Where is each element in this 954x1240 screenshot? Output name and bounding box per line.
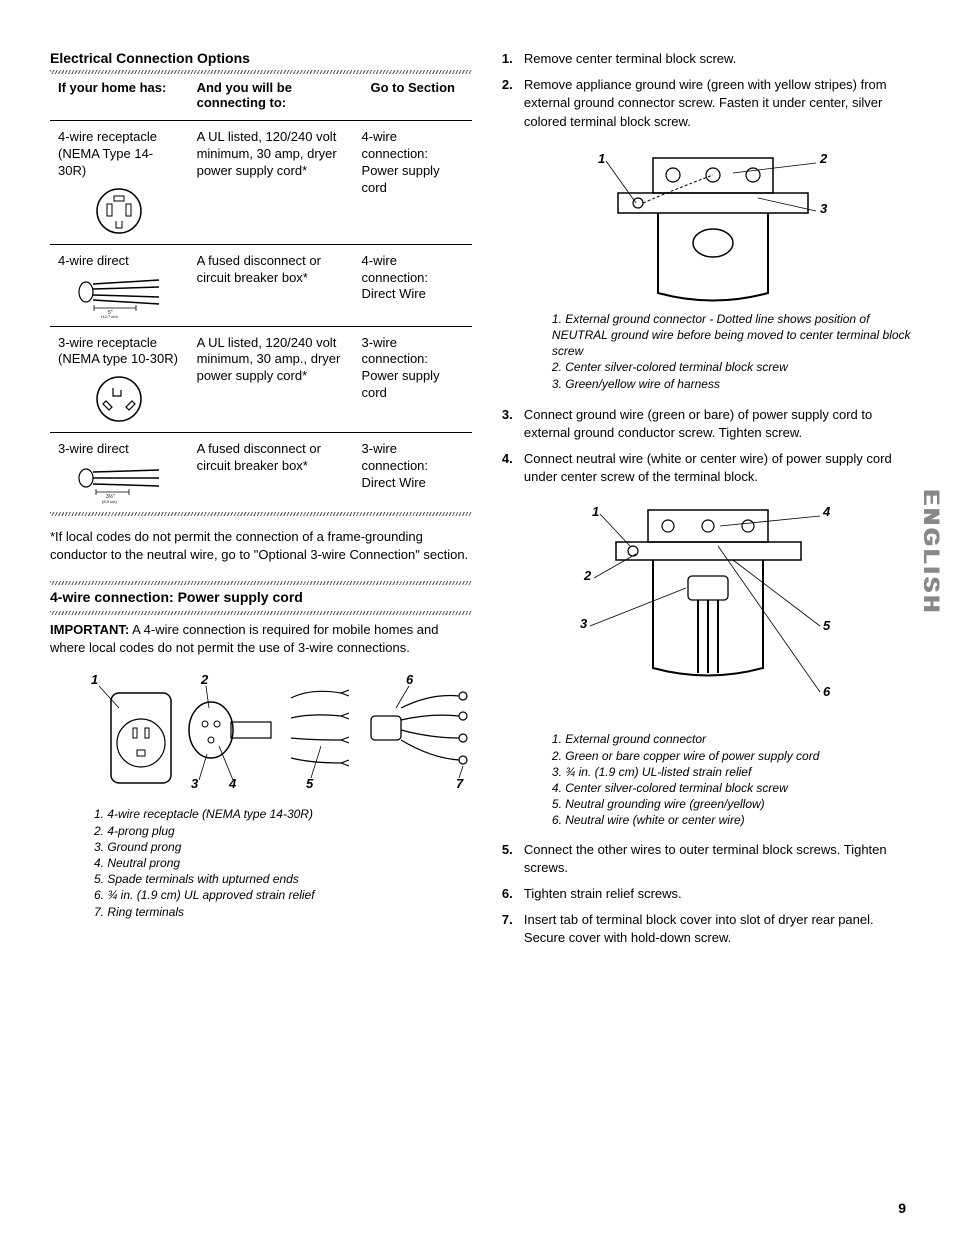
- figure-caption-list: 1. 4-wire receptacle (NEMA type 14-30R) …: [94, 806, 472, 919]
- caption-item: 1. External ground connector: [552, 731, 914, 747]
- section-title: Electrical Connection Options: [50, 50, 472, 66]
- right-column: 1.Remove center terminal block screw. 2.…: [502, 50, 914, 956]
- caption-item: 3. Ground prong: [94, 839, 472, 855]
- step-item: 4.Connect neutral wire (white or center …: [502, 450, 914, 486]
- caption-item: 7. Ring terminals: [94, 904, 472, 920]
- important-paragraph: IMPORTANT: A 4-wire connection is requir…: [50, 621, 472, 656]
- step-list-b: 3.Connect ground wire (green or bare) of…: [502, 406, 914, 487]
- caption-item: 3. Green/yellow wire of harness: [552, 376, 914, 392]
- nema10-icon: [58, 374, 181, 424]
- cell-text: A UL listed, 120/240 volt minimum, 30 am…: [189, 326, 354, 433]
- subsection-title: 4-wire connection: Power supply cord: [50, 585, 472, 611]
- callout-num: 4: [822, 504, 831, 519]
- cell-text: 3-wire connection: Power supply cord: [354, 326, 472, 433]
- caption-item: 2. Green or bare copper wire of power su…: [552, 748, 914, 764]
- caption-item: 5. Spade terminals with upturned ends: [94, 871, 472, 887]
- callout-num: 2: [819, 151, 828, 166]
- cell-text: 3-wire connection: Direct Wire: [354, 433, 472, 512]
- dim-label: (12.7 cm): [101, 314, 119, 318]
- caption-item: 5. Neutral grounding wire (green/yellow): [552, 796, 914, 812]
- important-label: IMPORTANT:: [50, 622, 129, 637]
- callout-num: 1: [91, 672, 98, 687]
- caption-item: 6. ¾ in. (1.9 cm) UL approved strain rel…: [94, 887, 472, 903]
- page: Electrical Connection Options If your ho…: [0, 0, 954, 1240]
- callout-num: 3: [191, 776, 199, 791]
- cell-text: 4-wire receptacle (NEMA Type 14-30R): [58, 129, 157, 178]
- callout-num: 5: [306, 776, 314, 791]
- diagram-terminal-block-2: 1 2 3 4 5 6: [502, 498, 914, 723]
- cell-text: A UL listed, 120/240 volt minimum, 30 am…: [189, 121, 354, 245]
- cell-text: A fused disconnect or circuit breaker bo…: [189, 244, 354, 326]
- page-number: 9: [898, 1200, 906, 1216]
- step-item: 7.Insert tab of terminal block cover int…: [502, 911, 914, 947]
- cable3-icon: 3½" (8.9 cm): [58, 464, 181, 504]
- callout-num: 2: [200, 672, 209, 687]
- diagram-terminal-block-1: 1 2 3: [502, 143, 914, 303]
- th-connect: And you will be connecting to:: [189, 74, 354, 121]
- options-table: If your home has: And you will be connec…: [50, 74, 472, 512]
- cell-text: 4-wire connection: Power supply cord: [354, 121, 472, 245]
- two-column-layout: Electrical Connection Options If your ho…: [50, 50, 914, 956]
- caption-item: 2. 4-prong plug: [94, 823, 472, 839]
- dim-label: (8.9 cm): [102, 499, 117, 504]
- caption-item: 4. Neutral prong: [94, 855, 472, 871]
- callout-num: 3: [580, 616, 588, 631]
- callout-num: 7: [456, 776, 464, 791]
- step-list-a: 1.Remove center terminal block screw. 2.…: [502, 50, 914, 131]
- hatch-divider: [50, 512, 472, 516]
- callout-num: 3: [820, 201, 828, 216]
- table-row: 4-wire direct: [50, 244, 472, 326]
- cable4-icon: 5" (12.7 cm): [58, 276, 181, 318]
- table-row: 4-wire receptacle (NEMA Type 14-30R): [50, 121, 472, 245]
- cell-text: 3-wire receptacle (NEMA type 10-30R): [58, 335, 178, 367]
- callout-num: 1: [598, 151, 605, 166]
- th-home: If your home has:: [50, 74, 189, 121]
- nema14-icon: [58, 186, 181, 236]
- th-section: Go to Section: [354, 74, 472, 121]
- callout-num: 6: [823, 684, 831, 699]
- caption-item: 6. Neutral wire (white or center wire): [552, 812, 914, 828]
- table-row: 3-wire receptacle (NEMA type 10-30R): [50, 326, 472, 433]
- figure-caption-list: 1. External ground connector - Dotted li…: [552, 311, 914, 392]
- step-item: 1.Remove center terminal block screw.: [502, 50, 914, 68]
- step-item: 5.Connect the other wires to outer termi…: [502, 841, 914, 877]
- left-column: Electrical Connection Options If your ho…: [50, 50, 472, 956]
- cell-text: 3-wire direct: [58, 441, 129, 456]
- callout-num: 6: [406, 672, 414, 687]
- language-side-label: ENGLISH: [918, 490, 944, 616]
- caption-item: 1. 4-wire receptacle (NEMA type 14-30R): [94, 806, 472, 822]
- cell-text: 4-wire direct: [58, 253, 129, 268]
- step-list-c: 5.Connect the other wires to outer termi…: [502, 841, 914, 948]
- caption-item: 1. External ground connector - Dotted li…: [552, 311, 914, 360]
- step-item: 6.Tighten strain relief screws.: [502, 885, 914, 903]
- step-item: 3.Connect ground wire (green or bare) of…: [502, 406, 914, 442]
- caption-item: 4. Center silver-colored terminal block …: [552, 780, 914, 796]
- diagram-cord-components: 1 2 3: [50, 668, 472, 798]
- step-item: 2.Remove appliance ground wire (green wi…: [502, 76, 914, 131]
- callout-num: 1: [592, 504, 599, 519]
- caption-item: 3. ¾ in. (1.9 cm) UL-listed strain relie…: [552, 764, 914, 780]
- figure-caption-list: 1. External ground connector 2. Green or…: [552, 731, 914, 828]
- footnote-text: *If local codes do not permit the connec…: [50, 528, 472, 563]
- cell-text: 4-wire connection: Direct Wire: [354, 244, 472, 326]
- cell-text: A fused disconnect or circuit breaker bo…: [189, 433, 354, 512]
- callout-num: 5: [823, 618, 831, 633]
- callout-num: 2: [583, 568, 592, 583]
- table-row: 3-wire direct 3½": [50, 433, 472, 512]
- hatch-divider: [50, 611, 472, 615]
- caption-item: 2. Center silver-colored terminal block …: [552, 359, 914, 375]
